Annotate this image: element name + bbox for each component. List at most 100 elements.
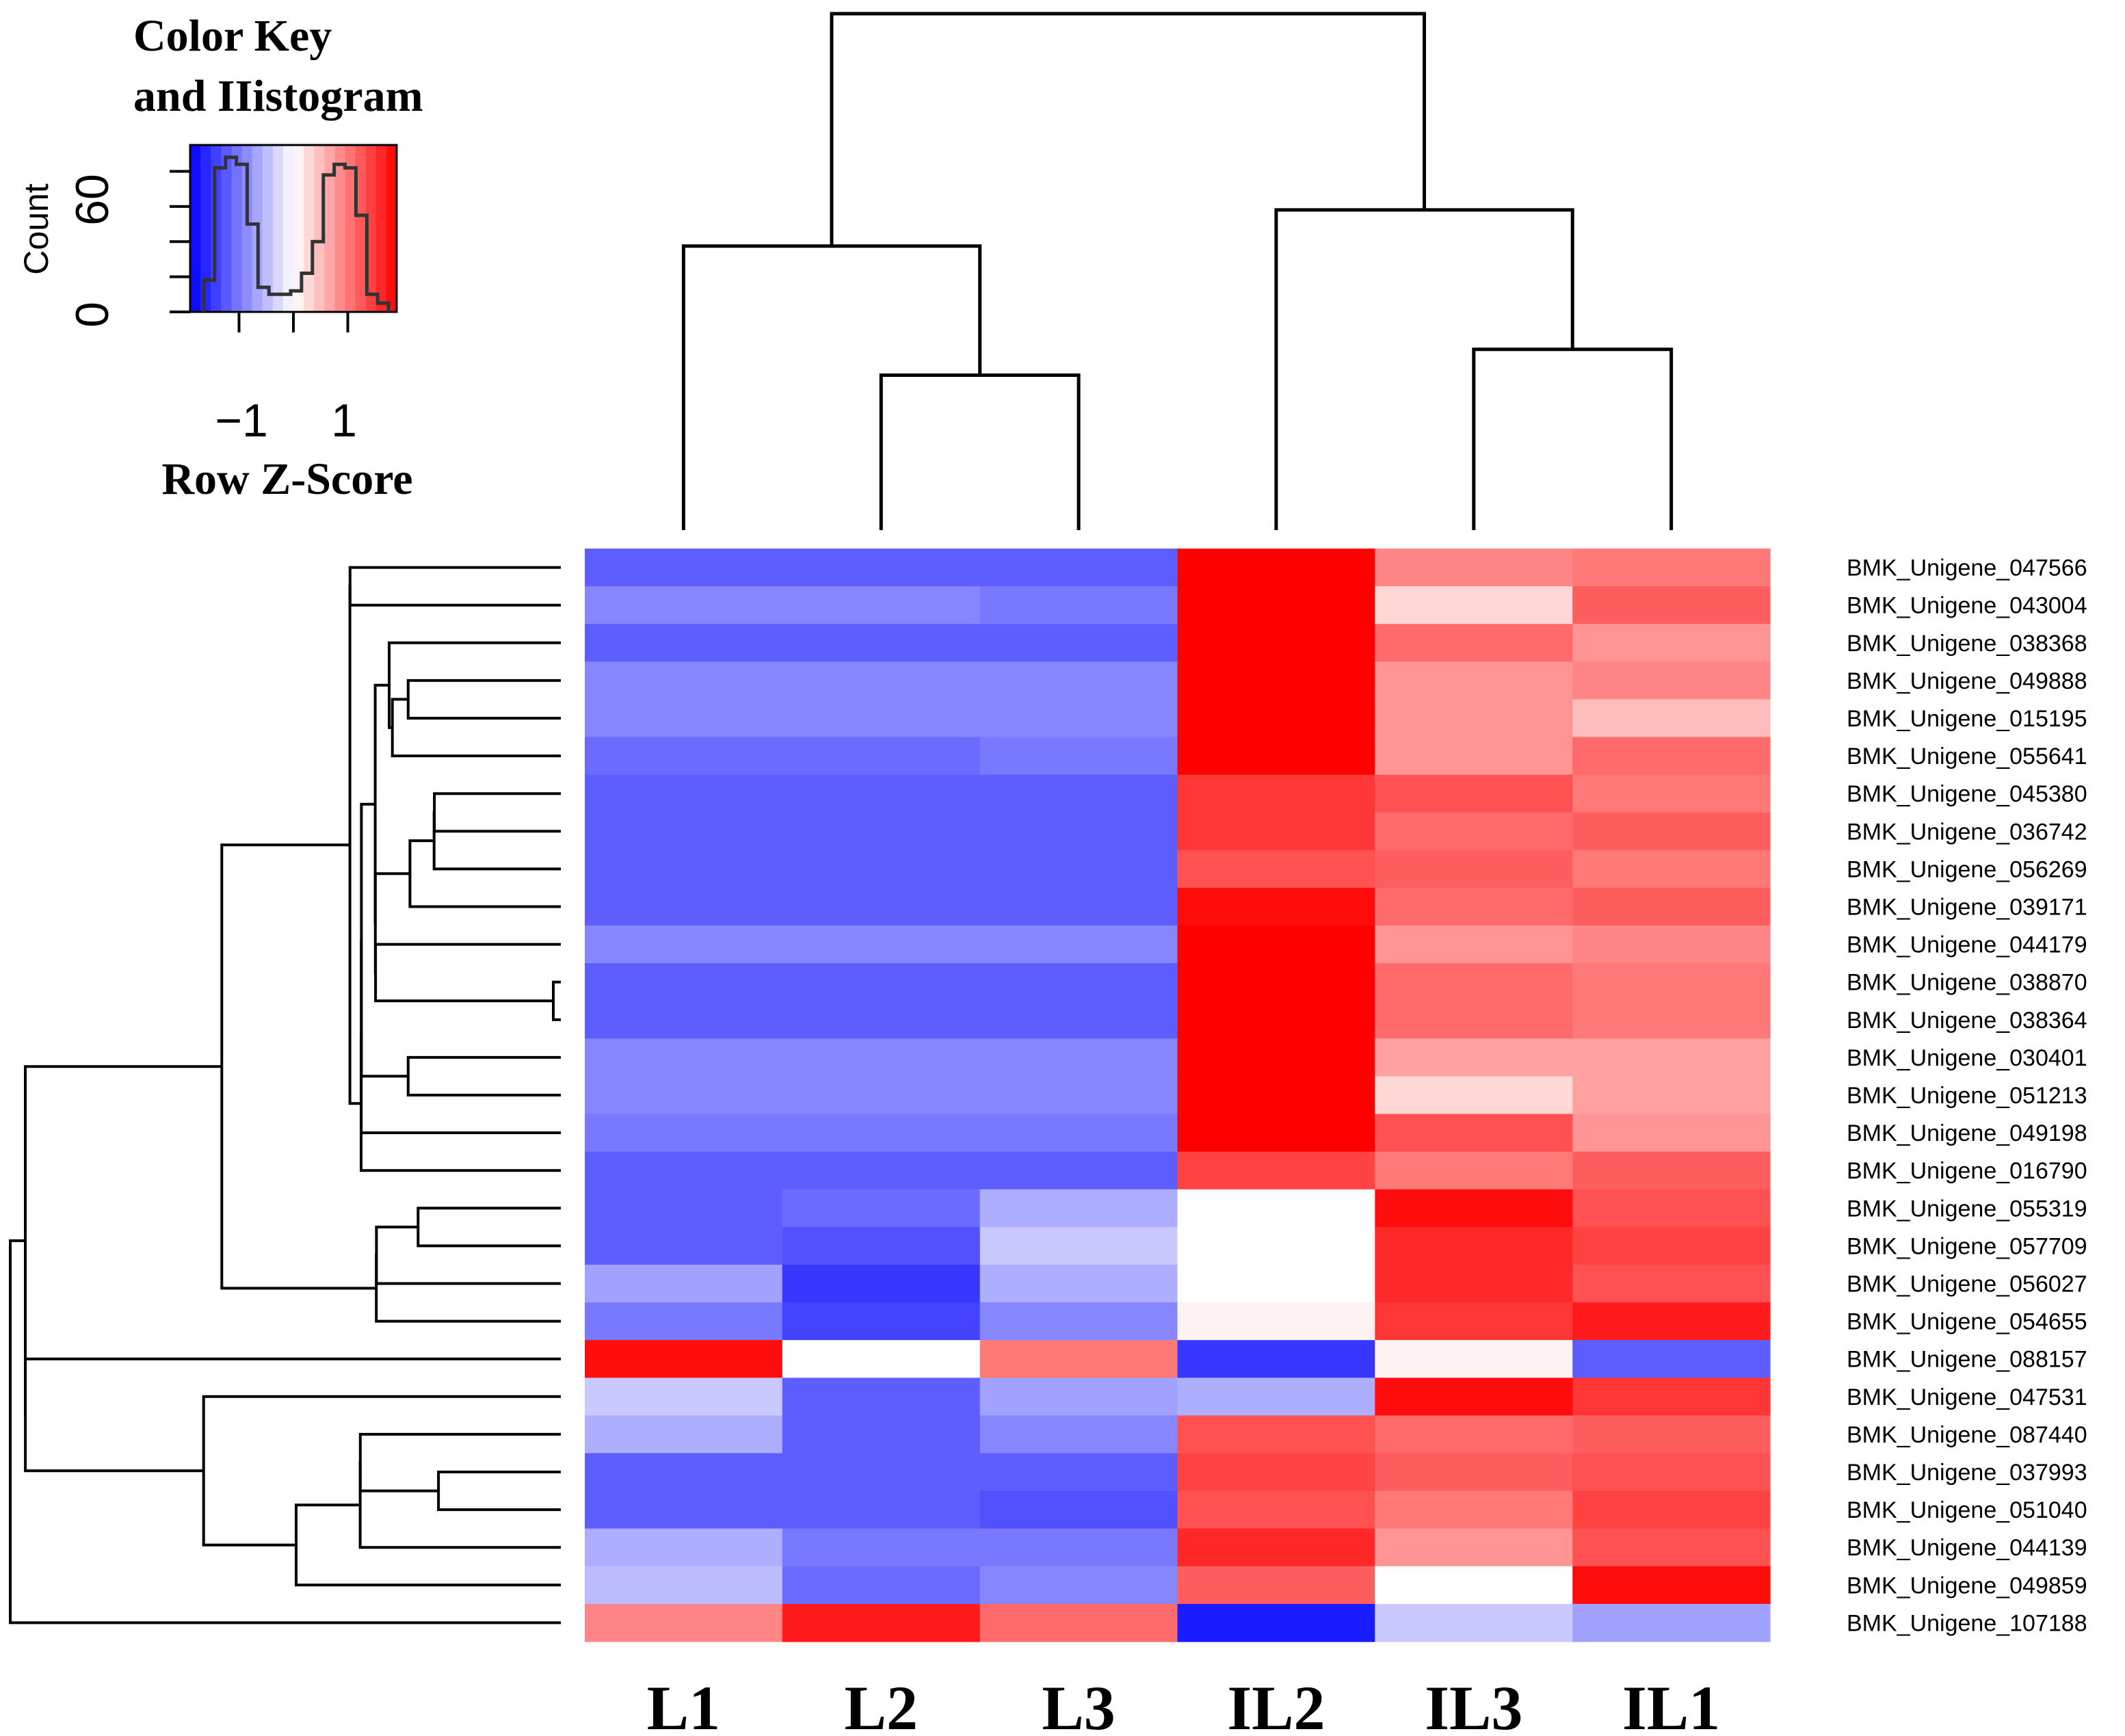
heatmap-cell	[1177, 737, 1375, 776]
heatmap-cell	[1375, 1264, 1573, 1303]
heatmap-cell	[1375, 586, 1573, 624]
heatmap-cell	[1572, 925, 1771, 964]
row-dendrogram-branch	[24, 1065, 222, 1417]
heatmap-cell	[782, 661, 981, 700]
heatmap-cell	[1375, 1114, 1573, 1153]
heatmap-cell	[979, 1340, 1178, 1378]
heatmap-cell	[782, 963, 981, 1001]
color-key-strip	[231, 145, 243, 312]
heatmap-cell	[979, 1038, 1178, 1077]
color-key-strip	[334, 145, 346, 312]
row-dendrogram-branch	[432, 811, 561, 871]
row-label: BMK_Unigene_039171	[1847, 895, 2087, 921]
row-dendrogram-branch	[348, 585, 361, 1105]
color-key-strip	[221, 145, 233, 312]
heatmap-cell	[1375, 1528, 1573, 1567]
row-dendrogram-branch	[417, 1207, 561, 1248]
heatmap-cell	[782, 1528, 981, 1567]
row-label: BMK_Unigene_051040	[1847, 1497, 2087, 1523]
row-dendrogram-branch	[360, 938, 561, 1135]
heatmap-cell	[1375, 1302, 1573, 1341]
heatmap-cell	[585, 1226, 783, 1265]
heatmap-cell	[585, 850, 783, 889]
heatmap-cell	[585, 1151, 783, 1190]
heatmap-cell	[1572, 1566, 1771, 1605]
heatmap-cell	[1177, 586, 1375, 624]
row-dendrogram-branch	[373, 872, 410, 974]
heatmap-cell	[1177, 774, 1375, 813]
heatmap-cell	[782, 549, 981, 587]
row-dendrogram-branch	[406, 1055, 561, 1096]
heatmap-cell	[979, 1226, 1178, 1265]
heatmap-cell	[1177, 1114, 1375, 1153]
heatmap-cell	[979, 1603, 1178, 1642]
heatmap-cell	[782, 586, 981, 624]
row-label: BMK_Unigene_056027	[1847, 1272, 2087, 1298]
heatmap-cell	[1375, 963, 1573, 1001]
heatmap-cell	[1375, 1226, 1573, 1265]
column-dendrogram-branch	[830, 12, 1426, 246]
color-key-histogram	[202, 155, 391, 312]
row-dendrogram-branch	[360, 802, 408, 1078]
row-dendrogram-branch	[295, 1503, 561, 1587]
heatmap-cell	[585, 774, 783, 813]
heatmap-cell	[782, 1076, 981, 1115]
heatmap-cell	[782, 1340, 981, 1378]
heatmap-cell	[1375, 1038, 1573, 1077]
heatmap-cell	[585, 1490, 783, 1529]
heatmap-cell	[1375, 737, 1573, 776]
heatmap-cell	[782, 1114, 981, 1153]
heatmap-cell	[782, 887, 981, 926]
heatmap-cell	[782, 1038, 981, 1077]
heatmap-cell	[1572, 774, 1771, 813]
heatmap-cell	[1375, 1566, 1573, 1605]
color-key-title-line1: Color Key	[133, 11, 332, 61]
heatmap-cell	[1572, 963, 1771, 1001]
heatmap-cell	[782, 1302, 981, 1341]
heatmap-cell	[1572, 549, 1771, 587]
row-dendrogram-branch	[373, 683, 389, 925]
row-label: BMK_Unigene_049198	[1847, 1120, 2087, 1146]
heatmap-cell	[782, 699, 981, 738]
heatmap-cell	[585, 1038, 783, 1077]
heatmap-cell	[979, 1302, 1178, 1341]
color-key-y-tick-1: 0	[66, 302, 118, 328]
heatmap-cell	[1572, 1302, 1771, 1341]
heatmap-cell	[1375, 812, 1573, 851]
heatmap-cell	[585, 1415, 783, 1454]
heatmap-cell	[585, 1302, 783, 1341]
heatmap-cell	[1572, 1151, 1771, 1190]
heatmap-cell	[782, 1415, 981, 1454]
heatmap-cell	[782, 1151, 981, 1190]
heatmap-cell	[1572, 850, 1771, 889]
heatmap-cell	[782, 812, 981, 851]
row-label: BMK_Unigene_087440	[1847, 1422, 2087, 1448]
row-labels: BMK_Unigene_047566 BMK_Unigene_043004 BMK_…	[1847, 555, 2087, 1637]
color-key-strip	[241, 145, 253, 312]
heatmap-cell	[585, 1114, 783, 1153]
heatmap-cell	[1177, 1415, 1375, 1454]
heatmap-cell	[979, 1415, 1178, 1454]
heatmap-cell	[1572, 1528, 1771, 1567]
color-key-strip	[375, 145, 387, 312]
color-key-strip	[200, 145, 211, 312]
row-label: BMK_Unigene_107188	[1847, 1610, 2087, 1636]
row-label: BMK_Unigene_016790	[1847, 1158, 2087, 1184]
row-label: BMK_Unigene_088157	[1847, 1347, 2087, 1373]
heatmap-cell	[1375, 1490, 1573, 1529]
color-key-strip	[386, 145, 397, 312]
heatmap-cell	[1177, 1189, 1375, 1228]
heatmap-cell	[979, 1189, 1178, 1228]
color-key-title-line2: and IIistogram	[133, 71, 423, 121]
heatmap-cell	[1177, 850, 1375, 889]
row-dendrogram-branch	[358, 1461, 561, 1549]
heatmap-cell	[979, 1528, 1178, 1567]
heatmap-cell	[979, 624, 1178, 662]
row-label: BMK_Unigene_044179	[1847, 932, 2087, 958]
heatmap-cell	[979, 1151, 1178, 1190]
row-label: BMK_Unigene_054655	[1847, 1309, 2087, 1335]
row-dendrogram-branch	[358, 1432, 561, 1492]
heatmap-cell	[782, 1378, 981, 1416]
row-dendrogram-branch	[375, 1254, 561, 1323]
